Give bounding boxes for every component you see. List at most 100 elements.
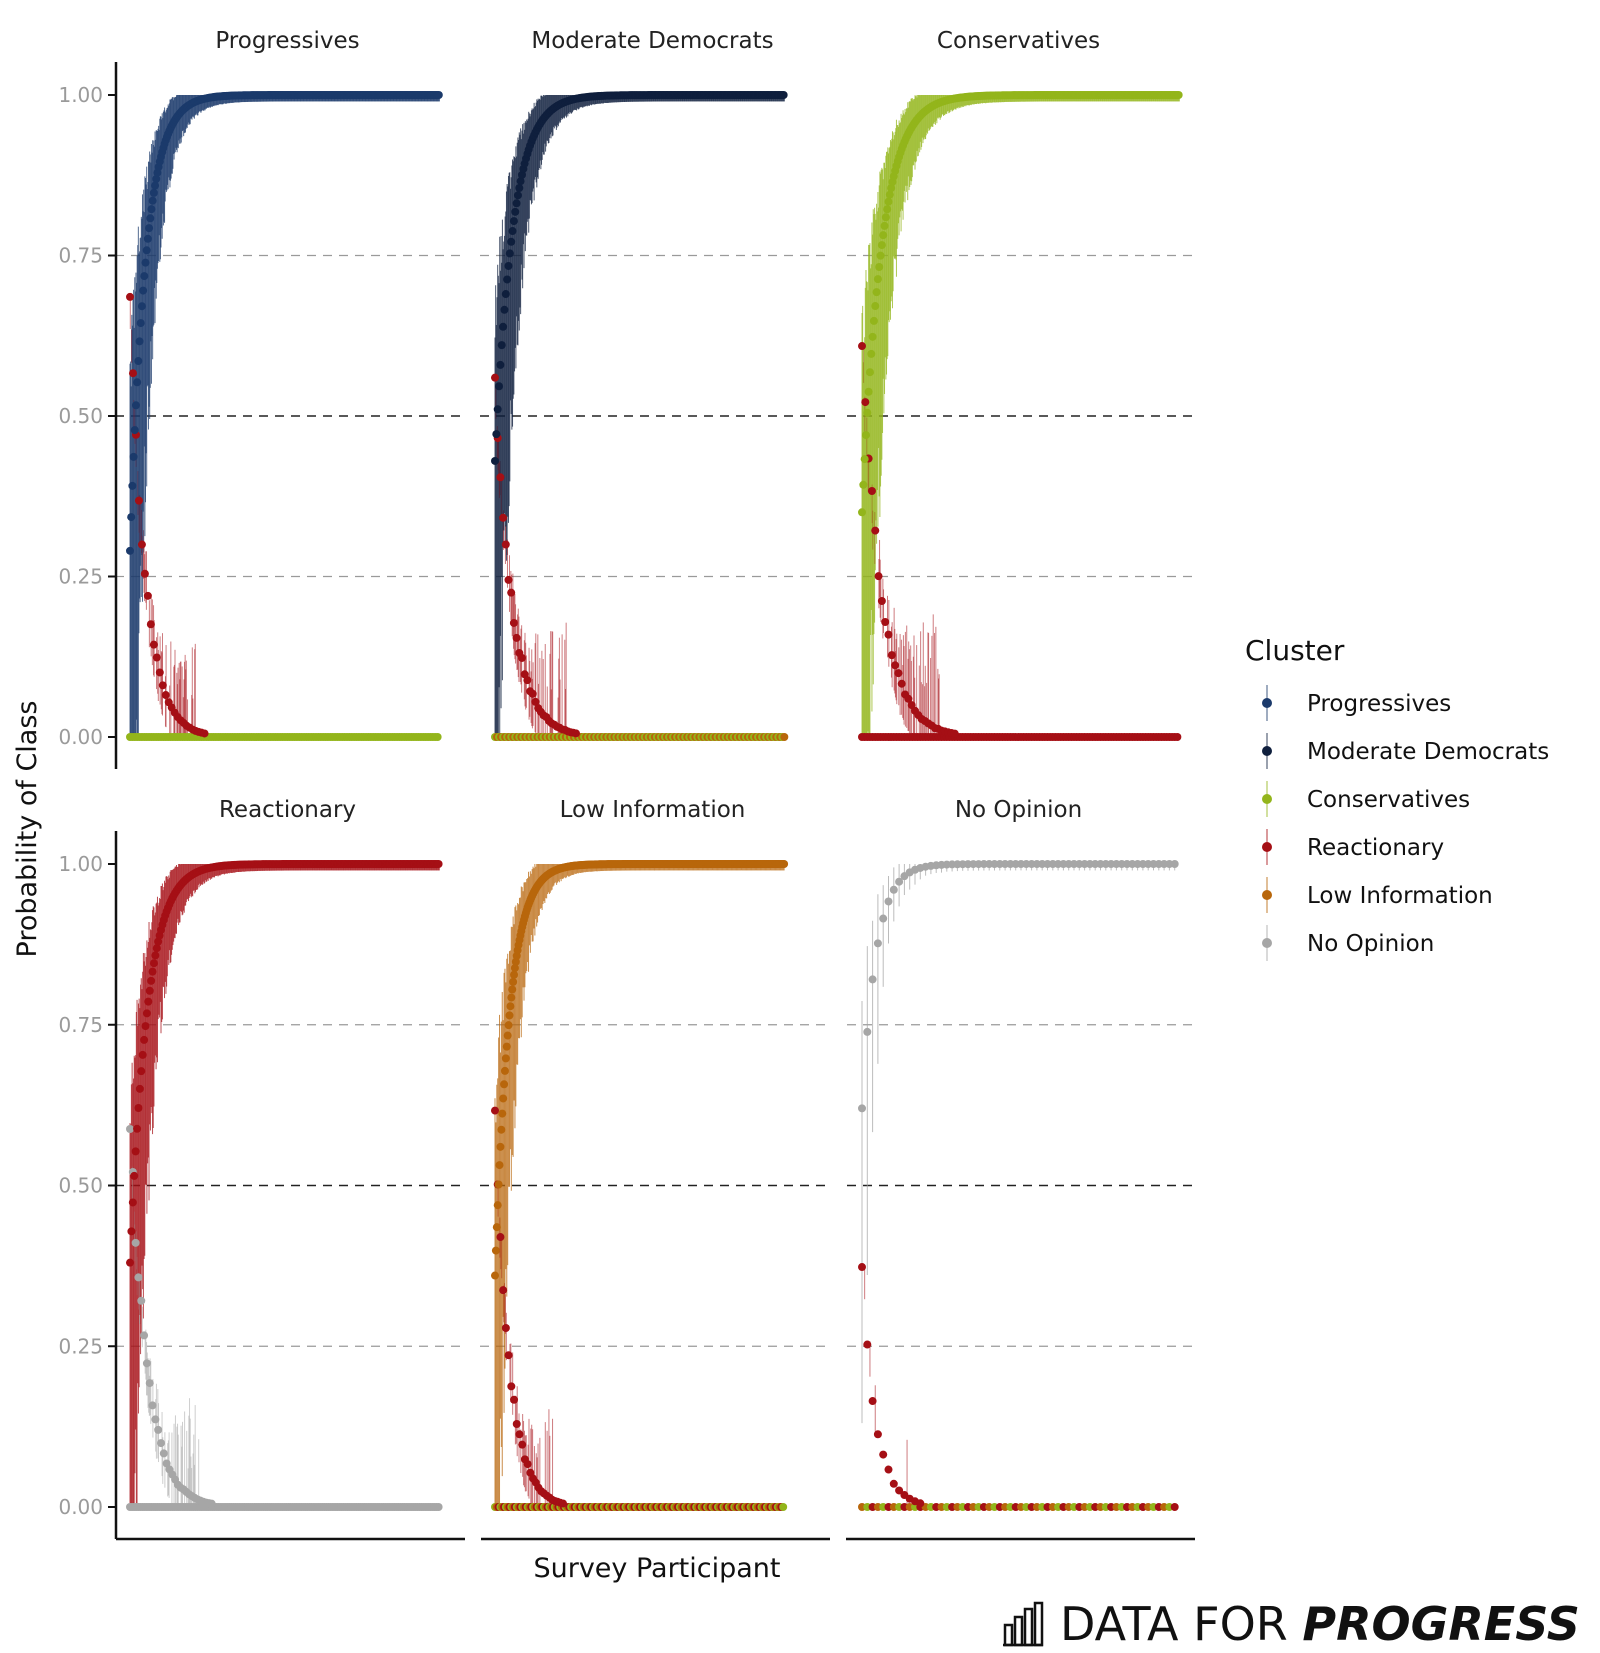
y-tick-label: 1.00: [58, 852, 103, 876]
data-point-main: [863, 408, 872, 417]
legend-label: Low Information: [1307, 883, 1493, 909]
data-point-main: [501, 1054, 510, 1063]
data-point-secondary: [134, 1273, 143, 1282]
data-point-main: [895, 877, 904, 886]
data-point-main: [493, 405, 502, 414]
data-point-main: [149, 959, 158, 968]
data-point-secondary: [874, 572, 883, 581]
data-point-main: [506, 1002, 515, 1011]
data-point-main: [879, 914, 888, 923]
data-point-secondary: [512, 633, 521, 642]
data-point-secondary: [501, 1324, 510, 1333]
data-point-main: [507, 237, 516, 246]
data-point-main: [126, 546, 134, 555]
data-point-secondary: [152, 653, 161, 662]
data-point-main: [140, 272, 149, 281]
y-tick-label: 0.50: [58, 404, 103, 428]
data-point-main: [508, 227, 517, 236]
data-point-secondary: [884, 1465, 893, 1474]
data-point-secondary: [499, 1286, 508, 1295]
data-point-baseline: [1173, 733, 1182, 741]
data-point-main: [147, 205, 156, 214]
data-point-main: [152, 944, 161, 953]
data-point-secondary: [137, 540, 146, 549]
data-point-main: [501, 290, 510, 299]
panel-title: Reactionary: [219, 797, 356, 823]
panel-reactionary: Reactionary 0.00 0.25 0.50 0.75 1.00: [58, 797, 467, 1541]
data-point-secondary: [509, 618, 518, 627]
x-axis-title: Survey Participant: [533, 1553, 780, 1584]
data-point-main: [133, 378, 142, 387]
data-point-main: [134, 1104, 143, 1113]
data-point-main: [126, 1258, 134, 1267]
data-point-secondary: [871, 526, 880, 535]
data-point-main: [868, 975, 877, 984]
data-point-main: [889, 885, 898, 894]
data-point-main: [508, 985, 517, 994]
data-point-secondary: [491, 1106, 499, 1115]
data-point-main: [143, 234, 152, 243]
data-point-secondary: [558, 1499, 567, 1508]
data-point-main: [140, 1035, 149, 1044]
data-point-secondary: [140, 1331, 149, 1340]
data-point-main: [500, 305, 509, 314]
data-point-main: [136, 319, 145, 328]
data-point-secondary: [894, 669, 903, 678]
data-point-main: [509, 977, 518, 986]
data-point-secondary: [162, 1459, 171, 1468]
data-point-main: [500, 1080, 509, 1089]
data-point-secondary: [867, 486, 876, 495]
data-point-secondary: [140, 569, 149, 578]
data-point-main: [137, 302, 146, 311]
data-point-main: [512, 199, 521, 208]
legend-key-dot: [1262, 794, 1272, 804]
data-point-main: [135, 337, 144, 346]
data-point-main: [885, 190, 894, 199]
data-point-secondary: [504, 575, 513, 584]
data-point-main: [127, 1227, 136, 1236]
data-point-secondary: [517, 653, 526, 662]
data-point-secondary: [157, 1439, 165, 1448]
data-point-main: [504, 261, 513, 270]
data-point-secondary: [868, 1397, 877, 1406]
data-point-main: [139, 286, 148, 295]
data-point-main: [1170, 860, 1179, 868]
legend-label: Progressives: [1307, 691, 1451, 717]
data-point-main: [873, 275, 882, 284]
data-point-main: [877, 241, 886, 250]
data-point-secondary: [512, 1420, 521, 1429]
data-point-secondary: [891, 661, 900, 670]
legend-key-dot: [1262, 698, 1272, 708]
data-point-secondary: [491, 373, 499, 382]
data-point-main: [496, 360, 505, 369]
data-point-main: [495, 382, 504, 391]
data-point-main: [138, 1050, 147, 1059]
legend-key-dot: [1262, 842, 1272, 852]
data-point-main: [500, 1066, 509, 1075]
data-point-main: [865, 368, 874, 377]
data-point-main: [134, 357, 143, 366]
data-point-secondary: [154, 1425, 163, 1434]
data-point-main: [780, 860, 789, 868]
data-point-main: [133, 1124, 142, 1133]
data-point-secondary: [889, 1479, 898, 1488]
panel-title: Low Information: [560, 797, 746, 823]
data-point-main: [135, 1084, 144, 1093]
data-point-secondary: [207, 1499, 216, 1508]
legend-title: Cluster: [1245, 634, 1345, 667]
data-point-secondary: [881, 618, 890, 627]
data-point-main: [151, 951, 160, 960]
legend-key-dot: [1262, 746, 1272, 756]
data-point-secondary: [523, 1460, 532, 1469]
data-point-main: [871, 302, 880, 311]
data-for-progress-logo: DATA FOR PROGRESS: [1000, 1597, 1580, 1651]
data-point-main: [884, 897, 893, 906]
data-point-baseline: [1170, 1503, 1179, 1511]
panel-title: Conservatives: [937, 28, 1100, 54]
data-point-secondary: [858, 1263, 866, 1272]
data-point-main: [148, 967, 157, 976]
data-point-secondary: [499, 513, 508, 522]
data-point-main: [146, 214, 155, 223]
data-point-main: [511, 957, 520, 966]
